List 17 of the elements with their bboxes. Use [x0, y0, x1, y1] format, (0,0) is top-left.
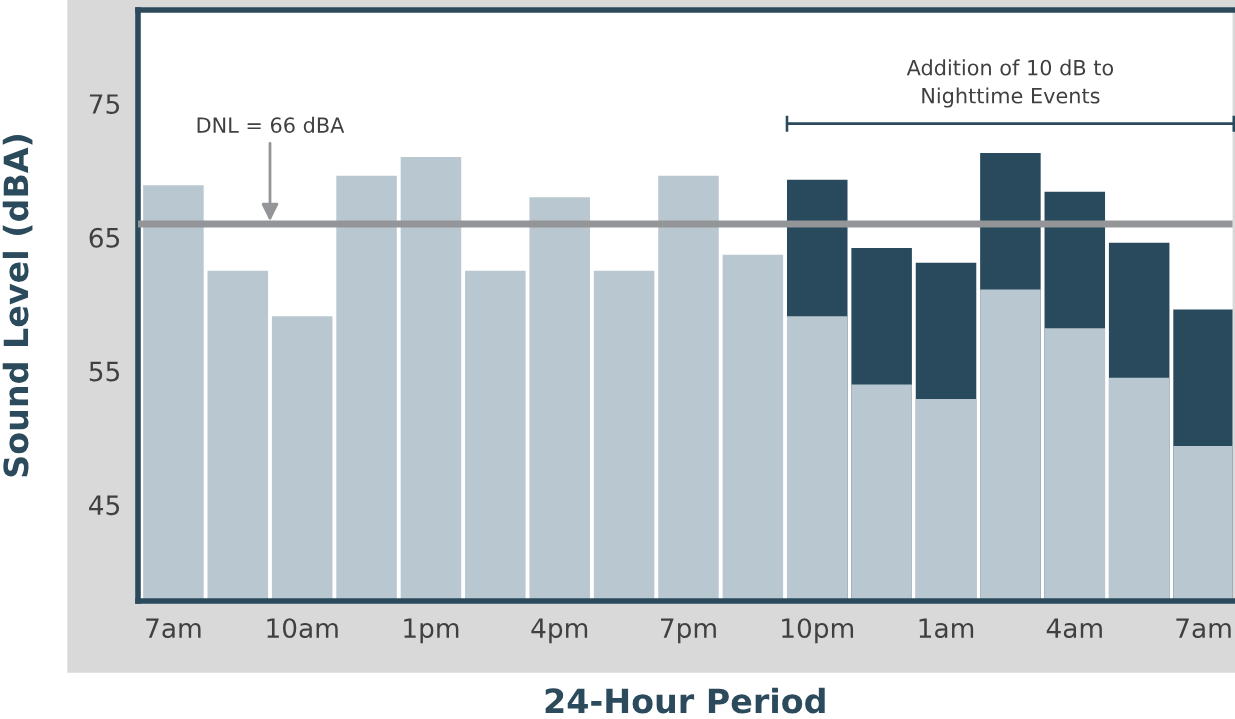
- x-tick-label: 7am: [1176, 618, 1231, 639]
- y-tick-label: 75: [89, 94, 120, 114]
- x-tick-label: 10pm: [782, 618, 854, 644]
- x-tick-label: 10am: [267, 618, 338, 639]
- y-axis-title: Sound Level (dBA): [2, 135, 33, 477]
- y-tick-label: 65: [89, 227, 120, 248]
- x-tick-label: 4am: [1046, 618, 1102, 639]
- x-tick-label: 1am: [919, 618, 974, 639]
- x-axis-title: 24-Hour Period: [545, 687, 825, 714]
- y-tick-label: 55: [89, 361, 120, 382]
- x-tick-label: 7am: [146, 618, 201, 639]
- x-tick-label: 1pm: [404, 618, 459, 644]
- y-tick-label: 45: [89, 495, 120, 516]
- x-tick-label: 7pm: [661, 618, 716, 644]
- annotation: Addition of 10 dB to Nighttime Events: [906, 59, 1114, 108]
- ref-line-label: DNL = 66 dBA: [197, 116, 345, 133]
- x-tick-label: 4pm: [531, 618, 588, 644]
